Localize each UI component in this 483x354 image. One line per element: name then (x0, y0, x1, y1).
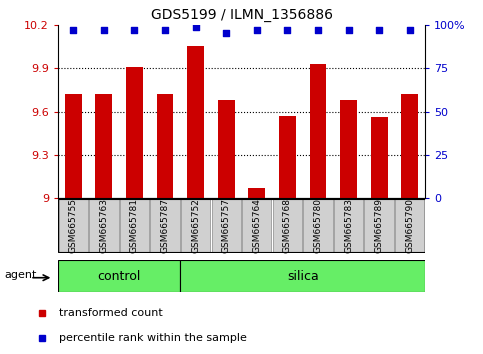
Bar (365, 199, 394, 252)
Text: GSM665763: GSM665763 (99, 198, 108, 253)
Point (100, 27, 108, 33)
Bar (340, 100, 357, 198)
Text: GSM665781: GSM665781 (130, 198, 139, 253)
Bar (218, 100, 235, 198)
Bar (334, 199, 363, 252)
Text: GSM665768: GSM665768 (283, 198, 292, 253)
Bar (58, 260, 180, 292)
Text: silica: silica (287, 270, 319, 282)
Text: transformed count: transformed count (59, 308, 163, 318)
Bar (401, 94, 418, 198)
Bar (65, 94, 82, 198)
Bar (156, 94, 173, 198)
Text: GSM665752: GSM665752 (191, 198, 200, 253)
Bar (187, 46, 204, 198)
Bar (273, 199, 302, 252)
Point (192, 24, 199, 29)
Bar (303, 199, 333, 252)
Point (70, 27, 77, 33)
Point (161, 27, 169, 33)
Bar (248, 188, 265, 198)
Point (314, 27, 322, 33)
Text: control: control (98, 270, 141, 282)
Bar (181, 199, 210, 252)
Bar (212, 199, 241, 252)
Point (253, 27, 261, 33)
Point (222, 30, 230, 36)
Bar (96, 94, 112, 198)
Bar (150, 199, 180, 252)
Point (345, 27, 353, 33)
Text: GSM665787: GSM665787 (160, 198, 170, 253)
Bar (58, 199, 88, 252)
Bar (89, 199, 118, 252)
Point (406, 27, 413, 33)
Text: GSM665790: GSM665790 (405, 198, 414, 253)
Point (130, 27, 138, 33)
Bar (180, 260, 425, 292)
Bar (279, 116, 296, 198)
Text: percentile rank within the sample: percentile rank within the sample (59, 333, 247, 343)
Bar (242, 199, 271, 252)
Bar (310, 64, 327, 198)
Point (375, 27, 383, 33)
Text: GSM665789: GSM665789 (375, 198, 384, 253)
Title: GDS5199 / ILMN_1356886: GDS5199 / ILMN_1356886 (151, 8, 332, 22)
Text: agent: agent (5, 269, 37, 280)
Bar (395, 199, 425, 252)
Text: GSM665780: GSM665780 (313, 198, 323, 253)
Point (284, 27, 291, 33)
Text: GSM665757: GSM665757 (222, 198, 231, 253)
Text: GSM665764: GSM665764 (252, 198, 261, 253)
Bar (371, 117, 387, 198)
Bar (126, 67, 143, 198)
Text: GSM665755: GSM665755 (69, 198, 78, 253)
Bar (120, 199, 149, 252)
Text: GSM665783: GSM665783 (344, 198, 353, 253)
